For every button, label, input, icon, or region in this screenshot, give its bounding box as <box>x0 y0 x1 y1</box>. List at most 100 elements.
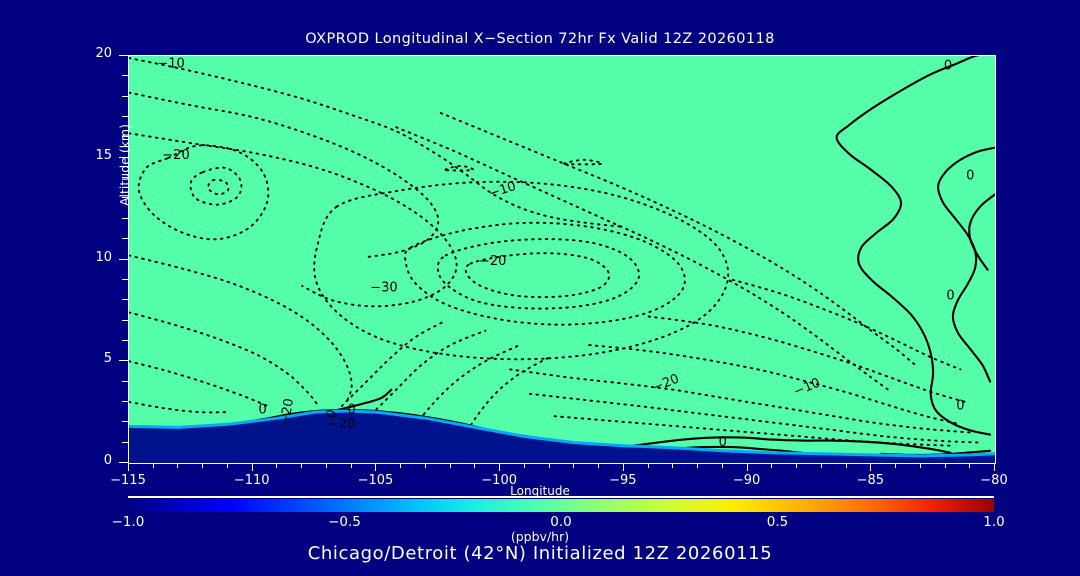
contour-path <box>129 254 353 403</box>
contour-path <box>647 315 967 403</box>
svg-text:−20: −20 <box>650 372 681 396</box>
contour-path <box>563 158 604 166</box>
contour-label: −10 <box>791 376 822 400</box>
y-tick <box>119 55 128 56</box>
svg-text:−10: −10 <box>791 376 822 400</box>
svg-text:0: 0 <box>946 289 954 304</box>
contour-path <box>731 278 962 371</box>
x-tick <box>598 463 600 468</box>
y-tick <box>122 339 128 341</box>
x-tick <box>499 463 501 471</box>
svg-text:0: 0 <box>719 435 727 450</box>
x-tick-label: −80 <box>980 473 1008 488</box>
x-tick-label: −85 <box>856 473 884 488</box>
y-tick <box>122 441 128 443</box>
contour-path <box>459 356 551 444</box>
contour-path <box>464 252 611 299</box>
x-tick <box>474 463 476 468</box>
x-tick <box>251 463 253 471</box>
y-tick <box>122 177 128 179</box>
svg-text:0: 0 <box>944 59 952 74</box>
svg-text:0: 0 <box>966 169 974 184</box>
y-tick-label: 5 <box>103 351 112 367</box>
x-tick <box>276 463 278 468</box>
x-tick <box>449 463 451 468</box>
x-tick <box>622 463 624 471</box>
contour-label: −20 <box>650 372 681 396</box>
contour-path <box>129 91 440 259</box>
y-tick <box>122 95 128 97</box>
svg-text:−30: −30 <box>370 281 397 296</box>
y-tick <box>119 462 128 463</box>
x-tick <box>202 463 204 468</box>
x-tick-label: −105 <box>357 473 394 488</box>
svg-text:−20: −20 <box>278 397 298 427</box>
x-tick <box>820 463 822 468</box>
contour-path <box>129 311 318 405</box>
contour-path <box>129 400 229 414</box>
svg-text:−20: −20 <box>479 254 506 269</box>
x-tick-label: −100 <box>481 473 517 488</box>
contour-lines <box>129 56 995 460</box>
contour-path <box>835 56 992 436</box>
x-tick <box>400 463 402 468</box>
y-tick <box>122 400 128 402</box>
contour-label: 0 <box>946 289 954 304</box>
contour-plot-area: −10 −20 −10 −20 −30 −20 −10 −20 −20 0 0 0 0 0 0 0 0 Alti… <box>117 55 996 464</box>
svg-text:−10: −10 <box>157 57 184 72</box>
svg-text:0: 0 <box>258 403 266 418</box>
contour-path <box>370 329 487 416</box>
x-tick <box>128 463 129 471</box>
x-tick <box>969 463 971 468</box>
terrain-fill <box>129 411 995 463</box>
y-tick <box>122 75 128 77</box>
contour-label: 0 <box>348 403 356 418</box>
contour-path <box>403 221 686 326</box>
contour-label: 0 <box>719 435 727 450</box>
x-tick <box>325 463 327 468</box>
x-tick <box>746 463 748 471</box>
contour-path <box>563 436 952 454</box>
contour-path <box>410 344 521 432</box>
y-tick-label: 20 <box>95 46 112 61</box>
colorbar[interactable] <box>128 499 994 512</box>
x-tick <box>994 463 995 471</box>
contour-label: −30 <box>370 281 397 296</box>
y-tick <box>119 360 128 362</box>
y-tick <box>122 421 128 423</box>
x-tick <box>697 463 699 468</box>
svg-text:−20: −20 <box>328 417 355 432</box>
contour-path <box>129 132 458 308</box>
colorbar-units: (ppbv/hr) <box>510 529 570 544</box>
contour-label: 0 <box>258 403 266 418</box>
y-tick <box>122 238 128 240</box>
colorbar-tick-label: −0.5 <box>328 514 361 530</box>
contour-path <box>189 166 243 206</box>
x-tick <box>919 463 921 468</box>
colorbar-tick-label: 0.0 <box>550 514 572 530</box>
contour-path <box>436 238 641 310</box>
x-tick <box>944 463 946 468</box>
contour-path <box>207 178 230 196</box>
contour-path <box>528 392 982 444</box>
contour-label: 0 <box>966 169 974 184</box>
svg-text:−20: −20 <box>162 148 189 163</box>
x-tick-label: −90 <box>732 473 761 488</box>
contour-label: −20 <box>328 417 355 432</box>
x-tick <box>177 463 179 468</box>
x-tick-label: −110 <box>233 473 270 488</box>
colorbar-tick-label: −1.0 <box>111 514 145 530</box>
contour-path <box>340 319 447 407</box>
x-tick <box>573 463 575 468</box>
y-tick-label: 0 <box>103 453 112 468</box>
y-tick <box>122 380 128 382</box>
contour-label: −20 <box>162 148 189 163</box>
contour-path <box>444 164 475 172</box>
x-tick <box>845 463 847 468</box>
contour-label: −20 <box>278 397 298 427</box>
x-tick <box>721 463 723 468</box>
x-tick <box>226 463 228 468</box>
x-tick-label: −95 <box>609 473 637 488</box>
x-tick <box>375 463 377 471</box>
